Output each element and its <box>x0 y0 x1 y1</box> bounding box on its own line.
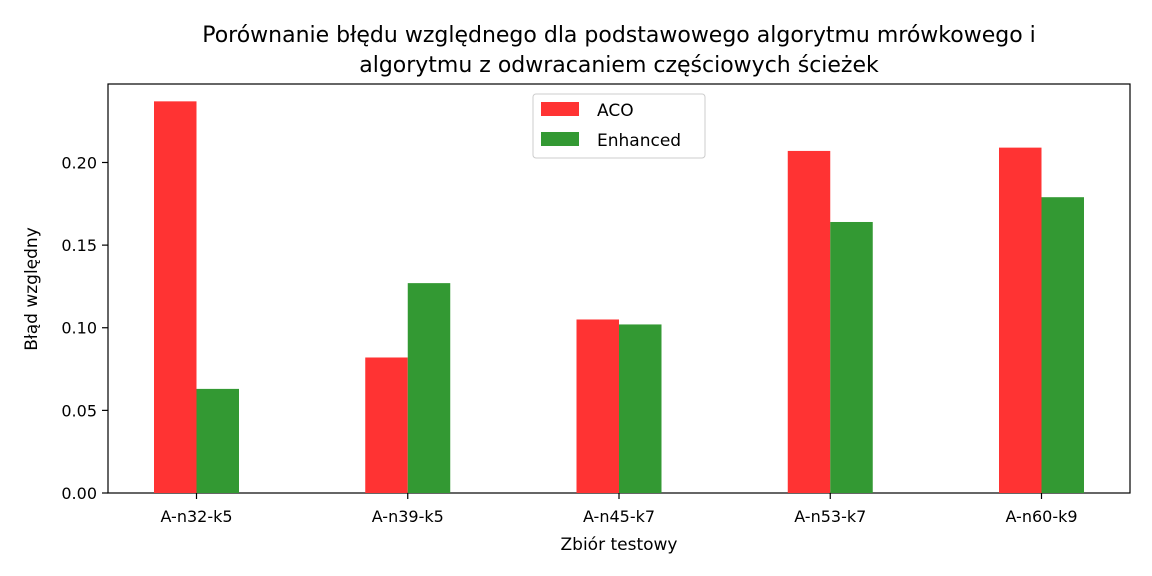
bar-enhanced-a-n32-k5 <box>196 388 239 493</box>
x-tick-label: A-n45-k7 <box>583 507 655 526</box>
x-tick-label: A-n32-k5 <box>160 507 232 526</box>
bar-aco-a-n60-k9 <box>999 147 1042 493</box>
legend-swatch-enhanced <box>541 132 579 146</box>
y-tick-label: 0.15 <box>61 236 97 255</box>
legend-label-enhanced: Enhanced <box>597 131 681 151</box>
y-tick-label: 0.10 <box>61 319 97 338</box>
legend-swatch-aco <box>541 102 579 116</box>
y-tick-label: 0.00 <box>61 484 97 503</box>
x-tick-label: A-n60-k9 <box>1005 507 1077 526</box>
bar-enhanced-a-n45-k7 <box>619 324 662 493</box>
chart-title-line-1: Porównanie błędu względnego dla podstawo… <box>202 23 1036 48</box>
x-tick-label: A-n39-k5 <box>372 507 444 526</box>
y-ticks-group: 0.00 0.05 0.10 0.15 0.20 <box>61 153 108 503</box>
x-ticks-group: A-n32-k5 A-n39-k5 A-n45-k7 A-n53-k7 A-n60-k9 <box>160 493 1078 526</box>
bar-enhanced-a-n39-k5 <box>407 283 451 493</box>
y-axis-label: Błąd względny <box>22 227 42 351</box>
chart-title-line-2: algorytmu z odwracaniem częściowych ście… <box>359 53 879 78</box>
bars-group <box>154 101 1084 494</box>
bar-enhanced-a-n60-k9 <box>1041 197 1084 493</box>
bar-aco-a-n45-k7 <box>576 319 619 493</box>
bar-enhanced-a-n53-k7 <box>830 221 873 494</box>
bar-aco-a-n39-k5 <box>365 357 408 493</box>
x-tick-label: A-n53-k7 <box>794 507 866 526</box>
x-axis-label: Zbiór testowy <box>561 535 678 555</box>
bar-aco-a-n32-k5 <box>154 101 197 494</box>
bar-aco-a-n53-k7 <box>787 150 831 493</box>
legend-label-aco: ACO <box>597 101 634 121</box>
y-tick-label: 0.05 <box>61 401 97 420</box>
legend: ACO Enhanced <box>532 93 706 159</box>
y-tick-label: 0.20 <box>61 153 97 172</box>
